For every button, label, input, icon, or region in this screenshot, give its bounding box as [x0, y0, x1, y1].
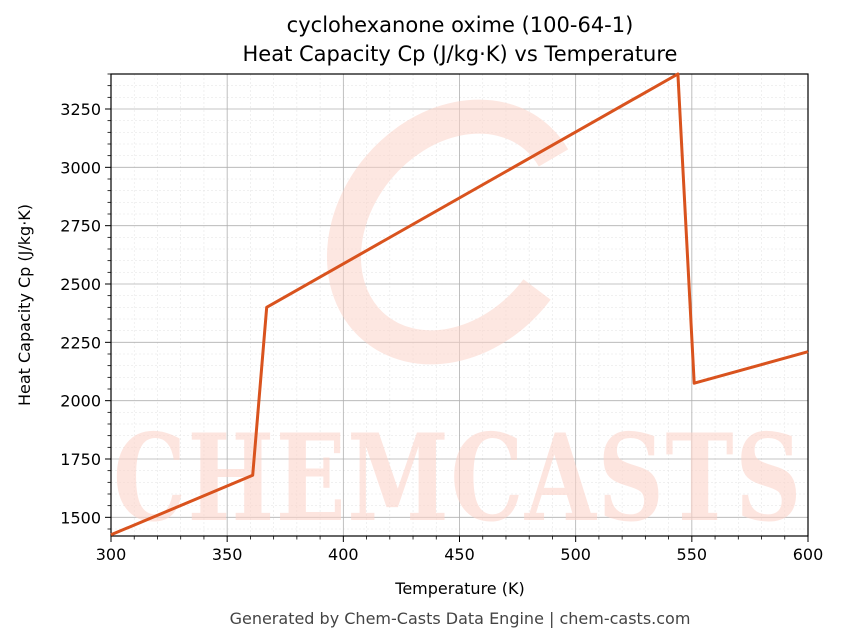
series-line	[110, 72, 809, 537]
x-axis-label: Temperature (K)	[394, 579, 524, 598]
x-tick-label: 300	[96, 545, 127, 564]
y-tick-label: 1750	[60, 450, 101, 469]
watermark: CHEMCASTS	[113, 99, 803, 549]
plot-frame	[110, 73, 809, 537]
chart-subtitle: Heat Capacity Cp (J/kg·K) vs Temperature	[243, 42, 678, 66]
x-tick-label: 350	[212, 545, 243, 564]
x-tick-label: 600	[793, 545, 824, 564]
watermark-ring	[326, 99, 584, 365]
y-tick-label: 3000	[60, 158, 101, 177]
watermark-text: CHEMCASTS	[113, 408, 803, 549]
y-tick-label: 3250	[60, 100, 101, 119]
y-tick-label: 2750	[60, 217, 101, 236]
y-tick-label: 2250	[60, 333, 101, 352]
x-tick-label: 450	[444, 545, 475, 564]
chart-title: cyclohexanone oxime (100-64-1)	[287, 13, 634, 37]
x-tick-label: 550	[677, 545, 708, 564]
x-tick-label: 400	[328, 545, 359, 564]
axis-ticks	[105, 73, 809, 542]
y-tick-label: 2000	[60, 392, 101, 411]
tick-labels: 300 350 400 450 500 550 600 1500 1750 2000 2250 250…	[60, 100, 823, 564]
x-tick-label: 500	[560, 545, 591, 564]
y-axis-label: Heat Capacity Cp (J/kg·K)	[15, 204, 34, 406]
series-layer	[110, 72, 809, 537]
y-tick-label: 1500	[60, 508, 101, 527]
footer-credit: Generated by Chem-Casts Data Engine | ch…	[230, 609, 691, 628]
y-tick-label: 2500	[60, 275, 101, 294]
